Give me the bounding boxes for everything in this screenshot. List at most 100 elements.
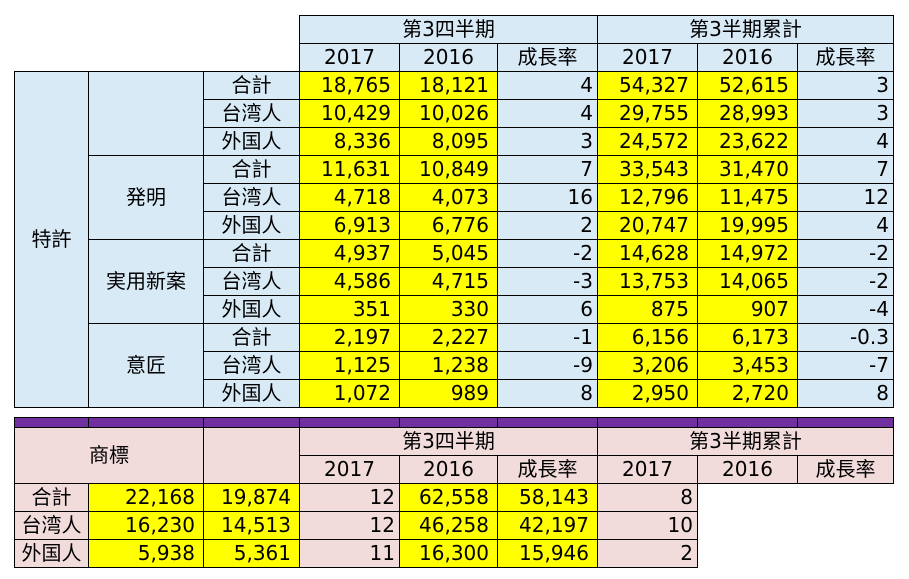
cumulative-growth-value: -4 xyxy=(797,295,894,324)
cumulative-growth-value: 12 xyxy=(797,183,894,212)
quarter-2016-value: 6,776 xyxy=(399,211,498,240)
period-header-row: 商標 第3四半期 第3半期累計 xyxy=(14,427,894,484)
cumulative-growth-value: 10 xyxy=(597,511,698,540)
cumulative-growth-value: 8 xyxy=(597,483,698,512)
quarter-growth-value: 8 xyxy=(497,379,598,408)
period-header-row: 第3四半期 第3半期累計 xyxy=(14,15,894,44)
table-row: 台湾人 4,586 4,715 -3 13,753 14,065 -2 xyxy=(15,267,894,296)
cumulative-2016-value: 2,720 xyxy=(697,379,798,408)
trademark-table: 商標 第3四半期 第3半期累計 2017 2016 成長率 2017 2016 … xyxy=(14,427,894,568)
cumulative-2017-value: 3,206 xyxy=(597,351,698,380)
quarter-2017-value: 5,938 xyxy=(88,539,204,568)
subcategory-label: 台湾人 xyxy=(203,351,300,380)
year-2017-header: 2017 xyxy=(597,43,698,72)
quarter-growth-value: -9 xyxy=(497,351,598,380)
growth-header: 成長率 xyxy=(797,43,894,72)
quarter-2017-value: 4,937 xyxy=(299,239,400,268)
table-row: 台湾人 1,125 1,238 -9 3,206 3,453 -7 xyxy=(15,351,894,380)
quarter-growth-value: -1 xyxy=(497,323,598,352)
subcategory-label: 合計 xyxy=(203,155,300,184)
quarter-2017-value: 11,631 xyxy=(299,155,400,184)
quarter-growth-value: 6 xyxy=(497,295,598,324)
quarter-growth-value: 12 xyxy=(299,483,400,512)
cumulative-growth-value: 4 xyxy=(797,127,894,156)
table-row: 台湾人 10,429 10,026 4 29,755 28,993 3 xyxy=(15,99,894,128)
separator-cell xyxy=(797,417,894,428)
year-header-row: 2017 2016 成長率 2017 2016 成長率 xyxy=(15,455,894,484)
quarter-growth-value: 3 xyxy=(497,127,598,156)
cumulative-growth-value: -2 xyxy=(797,267,894,296)
cumulative-2017-value: 54,327 xyxy=(597,71,698,100)
table-row: 発明 合計 11,631 10,849 7 33,543 31,470 7 xyxy=(15,155,894,240)
cumulative-2016-value: 52,615 xyxy=(697,71,798,100)
separator-cell xyxy=(697,417,798,428)
cumulative-2017-value: 14,628 xyxy=(597,239,698,268)
cumulative-growth-value: 3 xyxy=(797,71,894,100)
quarter-growth-value: 7 xyxy=(497,155,598,184)
cumulative-growth-value: 7 xyxy=(797,155,894,184)
cumulative-2017-value: 29,755 xyxy=(597,99,698,128)
quarter-2017-value: 351 xyxy=(299,295,400,324)
quarter-growth-value: -2 xyxy=(497,239,598,268)
subcategory-label: 台湾人 xyxy=(203,267,300,296)
cumulative-2016-value: 23,622 xyxy=(697,127,798,156)
cumulative-2016-value: 14,972 xyxy=(697,239,798,268)
cumulative-2016-value: 15,946 xyxy=(497,539,598,568)
subcategory-label: 外国人 xyxy=(203,295,300,324)
cumulative-2016-value: 28,993 xyxy=(697,99,798,128)
quarter-2017-value: 8,336 xyxy=(299,127,400,156)
table-row: 外国人 1,072 989 8 2,950 2,720 8 xyxy=(15,379,894,408)
category-label: 発明 xyxy=(88,155,204,240)
subcategory-label: 台湾人 xyxy=(14,511,89,540)
subcategory-label: 台湾人 xyxy=(203,183,300,212)
subcategory-label: 合計 xyxy=(203,239,300,268)
cumulative-2016-value: 42,197 xyxy=(497,511,598,540)
patent-body: 特許 合計 18,765 18,121 4 54,327 52,615 3 台湾人 10,429 1… xyxy=(14,71,894,408)
quarter-growth-value: 16 xyxy=(497,183,598,212)
quarter-2016-value: 5,361 xyxy=(203,539,300,568)
subcategory-label: 外国人 xyxy=(203,379,300,408)
subcategory-label: 合計 xyxy=(14,483,89,512)
growth-header: 成長率 xyxy=(497,455,598,484)
patent-table: 第3四半期 第3半期累計 2017 2016 成長率 2017 2016 成長率… xyxy=(14,15,894,408)
quarter-2017-value: 1,125 xyxy=(299,351,400,380)
cumulative-growth-value: -7 xyxy=(797,351,894,380)
subcategory-label: 合計 xyxy=(203,71,300,100)
cumulative-2016-value: 14,065 xyxy=(697,267,798,296)
quarter-2016-value: 330 xyxy=(399,295,498,324)
separator-cell xyxy=(399,417,498,428)
trademark-label: 商標 xyxy=(14,427,204,484)
cumulative-2017-value: 2,950 xyxy=(597,379,698,408)
subcategory-label: 台湾人 xyxy=(203,99,300,128)
cumulative-2017-value: 62,558 xyxy=(399,483,498,512)
cumulative-2016-value: 31,470 xyxy=(697,155,798,184)
year-2016-header: 2016 xyxy=(697,455,798,484)
growth-header: 成長率 xyxy=(497,43,598,72)
quarter-2017-value: 18,765 xyxy=(299,71,400,100)
quarter-2016-value: 18,121 xyxy=(399,71,498,100)
quarter-2016-value: 10,849 xyxy=(399,155,498,184)
quarter-2016-value: 1,238 xyxy=(399,351,498,380)
cumulative-growth-value: -2 xyxy=(797,239,894,268)
table-row: 台湾人 4,718 4,073 16 12,796 11,475 12 xyxy=(15,183,894,212)
cumulative-2016-value: 907 xyxy=(697,295,798,324)
table-row: 台湾人 16,230 14,513 12 46,258 42,197 10 xyxy=(14,511,894,540)
cumulative-2017-value: 46,258 xyxy=(399,511,498,540)
category-label: 実用新案 xyxy=(88,239,204,324)
cumulative-growth-value: 3 xyxy=(797,99,894,128)
quarter-2016-value: 4,073 xyxy=(399,183,498,212)
patent-label: 特許 xyxy=(14,71,89,408)
subcategory-label: 外国人 xyxy=(203,127,300,156)
cumulative-2017-value: 24,572 xyxy=(597,127,698,156)
quarter-growth-value: 11 xyxy=(299,539,400,568)
cumulative-2017-value: 33,543 xyxy=(597,155,698,184)
blank-corner xyxy=(14,15,300,44)
cumulative-growth-value: -0.3 xyxy=(797,323,894,352)
separator-cell xyxy=(497,417,598,428)
separator-cell xyxy=(88,417,204,428)
table-row: 外国人 351 330 6 875 907 -4 xyxy=(15,295,894,324)
year-2017-header: 2017 xyxy=(597,455,698,484)
table-row: 外国人 6,913 6,776 2 20,747 19,995 4 xyxy=(15,211,894,240)
year-2016-header: 2016 xyxy=(399,455,498,484)
blank-cell xyxy=(203,427,300,484)
